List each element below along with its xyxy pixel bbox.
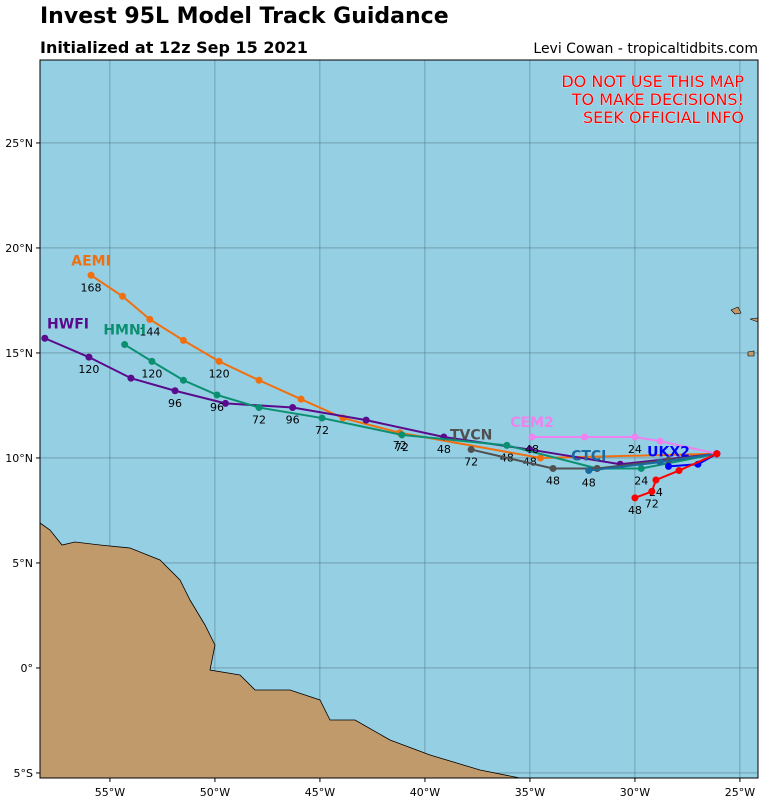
track-point [179,336,187,344]
track-point [656,458,664,466]
forecast-hour: 96 [210,401,224,414]
track-point [179,376,187,384]
track-point [213,391,221,399]
forecast-hour: 96 [168,397,182,410]
track-point [171,387,179,395]
track-point [85,353,93,361]
lat-tick-label: 5°N [12,557,33,570]
lat-tick-label: 0° [21,662,34,675]
credit: Levi Cowan - tropicaltidbits.com [533,41,758,57]
lat-tick-label: 25°N [5,137,33,150]
warning-line: DO NOT USE THIS MAP [561,72,744,91]
forecast-hour: 120 [78,363,99,376]
forecast-hour: 48 [546,474,560,487]
track-point [549,464,557,472]
frame [39,59,759,779]
forecast-hour: 24 [628,443,642,456]
forecast-hour: 72 [464,456,478,469]
forecast-hour: 48 [582,477,596,490]
forecast-hour: 48 [525,443,539,456]
track-point [215,357,223,365]
track-point [665,462,673,470]
track-point [127,374,135,382]
forecast-hour: 72 [252,414,266,427]
land [39,522,521,779]
subtitle: Initialized at 12z Sep 15 2021 [40,38,308,57]
track-point [467,446,475,454]
track-point [41,334,49,342]
warning-line: SEEK OFFICIAL INFO [583,108,744,127]
track-point [119,292,127,300]
lon-tick-label: 55°W [95,786,125,799]
track-point [362,416,370,424]
lat-tick-label: 10°N [5,452,33,465]
lon-tick-label: 25°W [725,786,755,799]
track-point [289,404,297,412]
track-point [648,488,656,496]
forecast-hour: 48 [628,504,642,517]
track-point [503,441,511,449]
track-point [631,494,639,502]
track-point [87,271,95,279]
track-point [631,433,639,441]
forecast-hour: 72 [393,439,407,452]
track-point [528,433,536,441]
forecast-hour: 72 [395,441,409,454]
model-name: HWFI [47,316,89,332]
forecast-hour: 144 [139,325,160,338]
model-name: AEMI [71,253,111,269]
track-point [318,414,326,422]
lon-tick-label: 45°W [305,786,335,799]
forecast-hour: 120 [209,367,230,380]
track-point [536,454,544,462]
lon-tick-label: 35°W [515,786,545,799]
lat-tick-label: 20°N [5,242,33,255]
lat-tick-label: 15°N [5,347,33,360]
track-point [121,341,129,349]
model-name: UKX2 [647,444,690,460]
forecast-hour: 168 [81,281,102,294]
track-point [255,376,263,384]
track-point [255,404,263,412]
lon-tick-label: 50°W [200,786,230,799]
model-name: CEM2 [510,415,554,431]
track-point [585,467,593,475]
forecast-hour: 48 [523,456,537,469]
model-name: CTCI [571,449,606,465]
warning-line: TO MAKE DECISIONS! [571,90,744,109]
forecast-hour: 120 [141,367,162,380]
track-point [581,433,589,441]
track-point [297,395,305,403]
title: Invest 95L Model Track Guidance [40,4,449,29]
forecast-hour: 72 [645,498,659,511]
track-point [713,450,721,458]
model-name: TVCN [450,428,492,444]
tracks: 72120144168AEMI48489696120HWFI2448727272… [41,253,721,517]
track-point [652,476,660,484]
forecast-hour: 96 [286,414,300,427]
track-point [656,437,664,445]
lat-tick-label: 5°S [14,767,33,780]
forecast-hour: 72 [315,424,329,437]
forecast-hour: 24 [634,474,648,487]
track-point [398,431,406,439]
track-point [146,315,154,323]
lon-tick-label: 40°W [410,786,440,799]
track-point [148,357,156,365]
lon-tick-label: 30°W [620,786,650,799]
track-point [221,399,229,407]
track-point [637,464,645,472]
track-point [675,467,683,475]
model-name: HMNI [103,323,146,339]
forecast-hour: 48 [437,443,451,456]
